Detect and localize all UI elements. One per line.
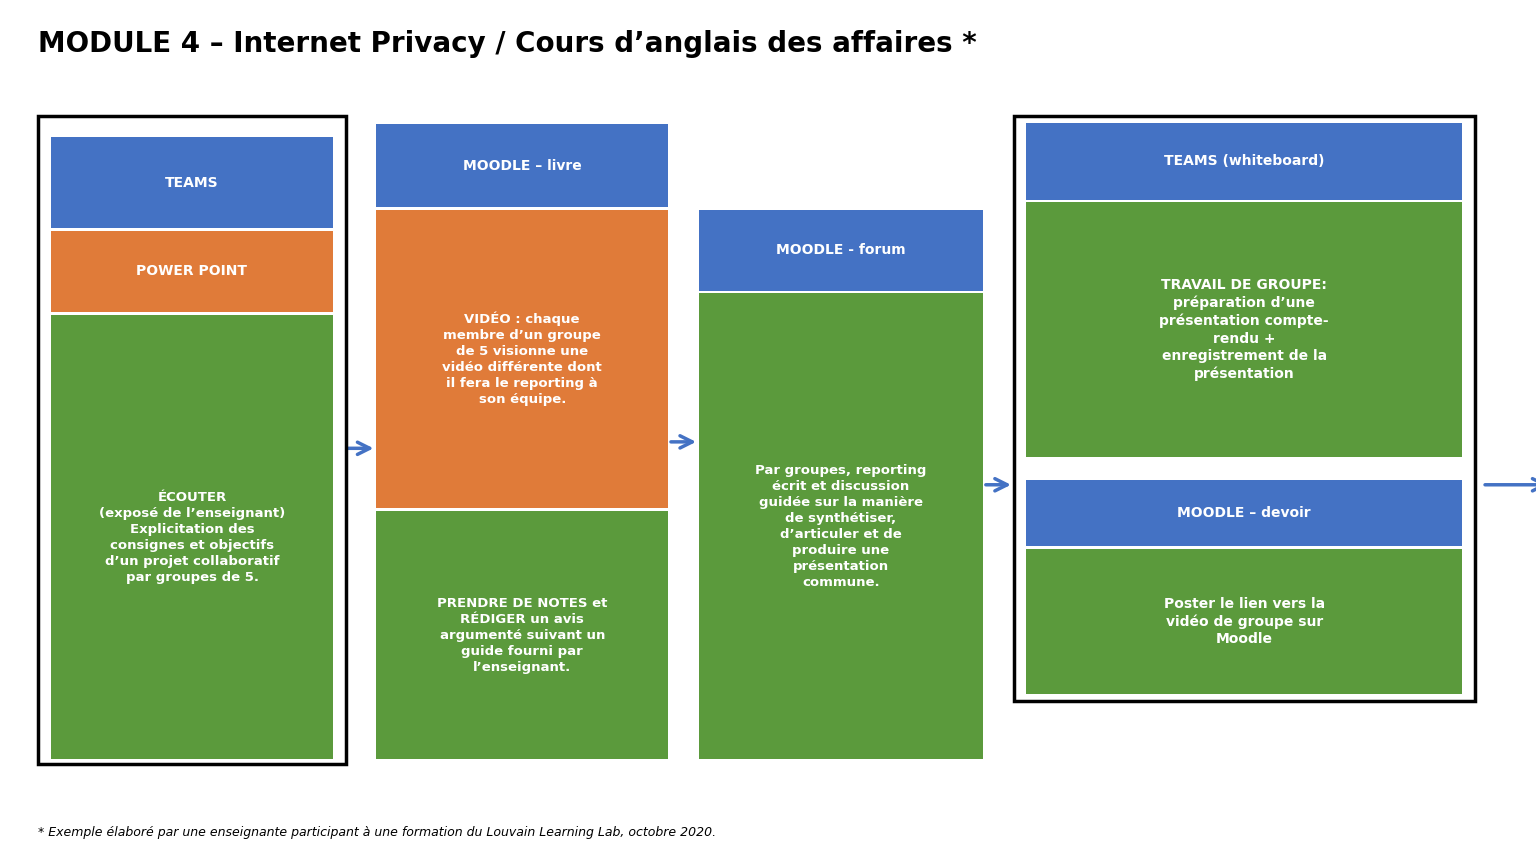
Bar — [38, 116, 346, 764]
Text: Par groupes, reporting
écrit et discussion
guidée sur la manière
de synthétiser,: Par groupes, reporting écrit et discussi… — [756, 463, 926, 589]
Text: MOODLE – devoir: MOODLE – devoir — [1178, 506, 1310, 520]
Text: Poster le lien vers la
vidéo de groupe sur
Moodle: Poster le lien vers la vidéo de groupe s… — [1164, 597, 1324, 646]
Text: MOODLE - forum: MOODLE - forum — [776, 244, 906, 257]
Bar — [1026, 548, 1462, 694]
Bar — [1026, 123, 1462, 200]
Bar — [1026, 202, 1462, 457]
Bar — [376, 210, 668, 508]
Text: MODULE 4 – Internet Privacy / Cours d’anglais des affaires *: MODULE 4 – Internet Privacy / Cours d’an… — [38, 30, 977, 58]
Text: VIDÉO : chaque
membre d’un groupe
de 5 visionne une
vidéo différente dont
il fer: VIDÉO : chaque membre d’un groupe de 5 v… — [442, 311, 602, 406]
Text: ÉCOUTER
(exposé de l’enseignant)
Explicitation des
consignes et objectifs
d’un p: ÉCOUTER (exposé de l’enseignant) Explici… — [98, 491, 286, 583]
Text: POWER POINT: POWER POINT — [137, 264, 247, 278]
Bar — [699, 210, 983, 291]
Bar — [376, 124, 668, 208]
Text: PRENDRE DE NOTES et
RÉDIGER un avis
argumenté suivant un
guide fourni par
l’ense: PRENDRE DE NOTES et RÉDIGER un avis argu… — [438, 596, 607, 674]
Bar — [51, 231, 333, 312]
Text: MOODLE – livre: MOODLE – livre — [462, 159, 582, 172]
Text: TRAVAIL DE GROUPE:
préparation d’une
présentation compte-
rendu +
enregistrement: TRAVAIL DE GROUPE: préparation d’une pré… — [1160, 279, 1329, 381]
Text: * Exemple élaboré par une enseignante participant à une formation du Louvain Lea: * Exemple élaboré par une enseignante pa… — [38, 826, 716, 839]
Bar — [699, 293, 983, 759]
Bar — [1014, 116, 1475, 701]
Text: TEAMS: TEAMS — [166, 176, 218, 190]
Text: TEAMS (whiteboard): TEAMS (whiteboard) — [1164, 154, 1324, 168]
Bar — [1026, 480, 1462, 546]
Bar — [51, 315, 333, 759]
Bar — [51, 137, 333, 228]
Bar — [376, 511, 668, 759]
